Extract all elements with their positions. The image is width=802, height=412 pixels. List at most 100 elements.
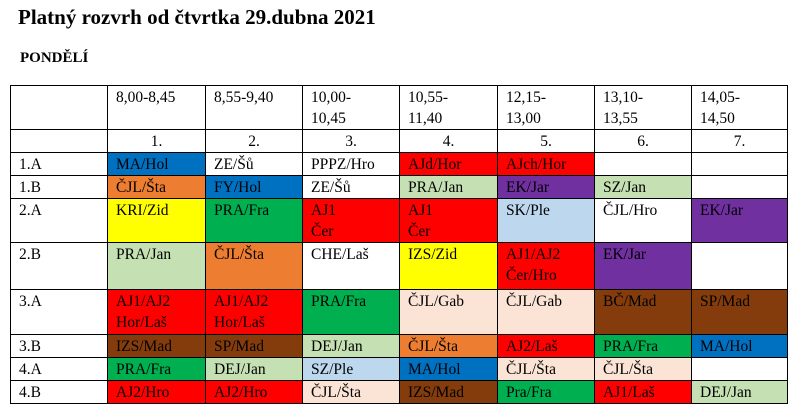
cell-line: MA/Hol [408,361,461,378]
time-cell: 13,10- 13,55 [594,85,692,130]
lesson-cell: ČJL/Šta [497,357,595,381]
cell-line: Čer [311,223,334,240]
class-row: 3.B IZS/Mad SP/Mad DEJ/Jan ČJL/Šta AJ2/Laš PRA… [10,334,788,358]
lesson-cell: AJch/Hor [497,152,595,176]
period-cell: 2. [205,129,303,153]
cell-line: IZS/Zid [408,246,458,263]
lesson-cell: CHE/Laš [302,242,400,290]
lesson-cell: PPPZ/Hro [302,152,400,176]
cell-line: Hor/Laš [116,314,167,331]
cell-line: PRA/Fra [311,293,367,310]
lesson-cell: AJ1/AJ2 Hor/Laš [107,289,206,335]
class-row: 2.A KRI/Zid PRA/Fra AJ1 Čer AJ1 Čer SK/Ple ČJL/H… [10,198,788,243]
lesson-cell: SK/Ple [497,198,595,243]
lesson-cell: AJ1/AJ2 Hor/Laš [205,289,303,335]
cell-line: ČJL/Šta [311,384,361,401]
class-cell: 1.A [10,152,108,176]
lesson-cell: SP/Mad [691,289,788,335]
cell-line: ČJL/Šta [506,361,556,378]
lesson-cell: AJ1/Laš [594,380,692,404]
lesson-cell [691,357,788,381]
cell-line: AJ1/AJ2 [506,246,561,263]
time-cell: 14,05- 14,50 [691,85,788,130]
period-cell: 3. [302,129,400,153]
cell-line: AJ1 [408,202,433,219]
cell-line: IZS/Mad [116,338,172,355]
lesson-cell: SP/Mad [205,334,303,358]
time-cell: 8,55-9,40 [205,85,303,130]
cell-line: 13,00 [506,110,541,127]
cell-line: DEJ/Jan [700,384,752,401]
cell-line: ZE/Šů [311,179,351,196]
cell-line: ČJL/Hro [603,202,658,219]
lesson-cell [691,175,788,199]
cell-line: MA/Hol [700,338,753,355]
lesson-cell: EK/Jar [594,242,692,290]
day-heading: PONDĚLÍ [20,50,89,66]
lesson-cell: ČJL/Gab [497,289,595,335]
lesson-cell: ČJL/Šta [205,242,303,290]
period-cell: 5. [497,129,595,153]
cell-line: Pra/Fra [506,384,552,401]
lesson-cell: AJ2/Laš [497,334,595,358]
class-cell: 2.B [10,242,108,290]
cell-line: 10,00- [311,89,352,106]
lesson-cell: AJd/Hor [399,152,498,176]
lesson-cell: AJ1/AJ2 Čer/Hro [497,242,595,290]
lesson-cell: KRI/Zid [107,198,206,243]
cell-line: Čer [408,223,431,240]
time-cell: 10,00- 10,45 [302,85,400,130]
cell-line: AJ2/Hro [116,384,170,401]
timetable: 8,00-8,45 8,55-9,40 10,00- 10,45 10,55- 11,40… [10,85,788,404]
lesson-cell: AJ1 Čer [399,198,498,243]
class-cell: 2.A [10,198,108,243]
cell-line: 11,40 [408,110,443,127]
title: Platný rozvrh od čtvrtka 29.dubna 2021 [18,5,376,29]
lesson-cell: DEJ/Jan [205,357,303,381]
lesson-cell: PRA/Fra [594,334,692,358]
lesson-cell: ZE/Šů [205,152,303,176]
period-row: 1. 2. 3. 4. 5. 6. 7. [10,129,788,153]
period-cell: 6. [594,129,692,153]
cell-line: AJ1 [311,202,336,219]
corner-cell [10,85,108,130]
lesson-cell: EK/Jar [497,175,595,199]
cell-line: SK/Ple [506,202,550,219]
cell-line: FY/Hol [214,179,262,196]
cell-line: AJ2/Hro [214,384,268,401]
cell-line: ČJL/Šta [408,338,458,355]
cell-line: BČ/Mad [603,293,657,310]
cell-line: ČJL/Šta [214,246,264,263]
class-cell: 3.A [10,289,108,335]
cell-line: 12,15- [506,89,547,106]
cell-line: ČJL/Gab [506,293,562,310]
lesson-cell: ČJL/Gab [399,289,498,335]
lesson-cell: PRA/Fra [107,357,206,381]
lesson-cell: AJ2/Hro [205,380,303,404]
lesson-cell: BČ/Mad [594,289,692,335]
lesson-cell: IZS/Mad [107,334,206,358]
cell-line: ZE/Šů [214,156,254,173]
lesson-cell: ČJL/Šta [594,357,692,381]
cell-line: AJ1/AJ2 [116,293,171,310]
cell-line: AJ1/AJ2 [214,293,269,310]
lesson-cell: MA/Hol [399,357,498,381]
cell-line: 14,50 [700,110,735,127]
lesson-cell: DEJ/Jan [691,380,788,404]
class-row: 2.B PRA/Jan ČJL/Šta CHE/Laš IZS/Zid AJ1/AJ2 Če… [10,242,788,290]
time-cell: 10,55- 11,40 [399,85,498,130]
class-cell: 1.B [10,175,108,199]
cell-line: PRA/Jan [116,246,172,263]
lesson-cell: MA/Hol [691,334,788,358]
cell-line: 13,10- [603,89,644,106]
lesson-cell [691,152,788,176]
lesson-cell: SZ/Ple [302,357,400,381]
cell-line: DEJ/Jan [214,361,266,378]
lesson-cell: DEJ/Jan [302,334,400,358]
cell-line: 8,00-8,45 [116,89,176,106]
lesson-cell: PRA/Fra [302,289,400,335]
cell-line: PRA/Fra [214,202,270,219]
cell-line: 10,45 [311,110,346,127]
lesson-cell: PRA/Fra [205,198,303,243]
